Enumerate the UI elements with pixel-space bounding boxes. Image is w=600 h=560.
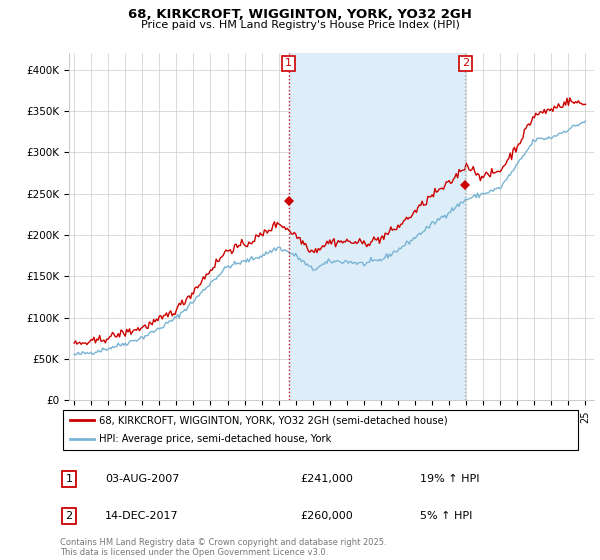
Text: HPI: Average price, semi-detached house, York: HPI: Average price, semi-detached house,… — [99, 435, 332, 445]
Text: 19% ↑ HPI: 19% ↑ HPI — [420, 474, 479, 484]
Text: 68, KIRKCROFT, WIGGINTON, YORK, YO32 2GH: 68, KIRKCROFT, WIGGINTON, YORK, YO32 2GH — [128, 8, 472, 21]
Text: 2: 2 — [462, 58, 469, 68]
Text: 03-AUG-2007: 03-AUG-2007 — [105, 474, 179, 484]
Bar — [289, 53, 466, 400]
Text: Contains HM Land Registry data © Crown copyright and database right 2025.
This d: Contains HM Land Registry data © Crown c… — [60, 538, 386, 557]
Text: 1: 1 — [65, 474, 73, 484]
Text: £241,000: £241,000 — [300, 474, 353, 484]
Text: 2: 2 — [65, 511, 73, 521]
Text: 14-DEC-2017: 14-DEC-2017 — [105, 511, 179, 521]
Text: 5% ↑ HPI: 5% ↑ HPI — [420, 511, 472, 521]
Text: 1: 1 — [285, 58, 292, 68]
FancyBboxPatch shape — [62, 410, 578, 450]
Text: Price paid vs. HM Land Registry's House Price Index (HPI): Price paid vs. HM Land Registry's House … — [140, 20, 460, 30]
Text: 68, KIRKCROFT, WIGGINTON, YORK, YO32 2GH (semi-detached house): 68, KIRKCROFT, WIGGINTON, YORK, YO32 2GH… — [99, 415, 448, 425]
Text: £260,000: £260,000 — [300, 511, 353, 521]
